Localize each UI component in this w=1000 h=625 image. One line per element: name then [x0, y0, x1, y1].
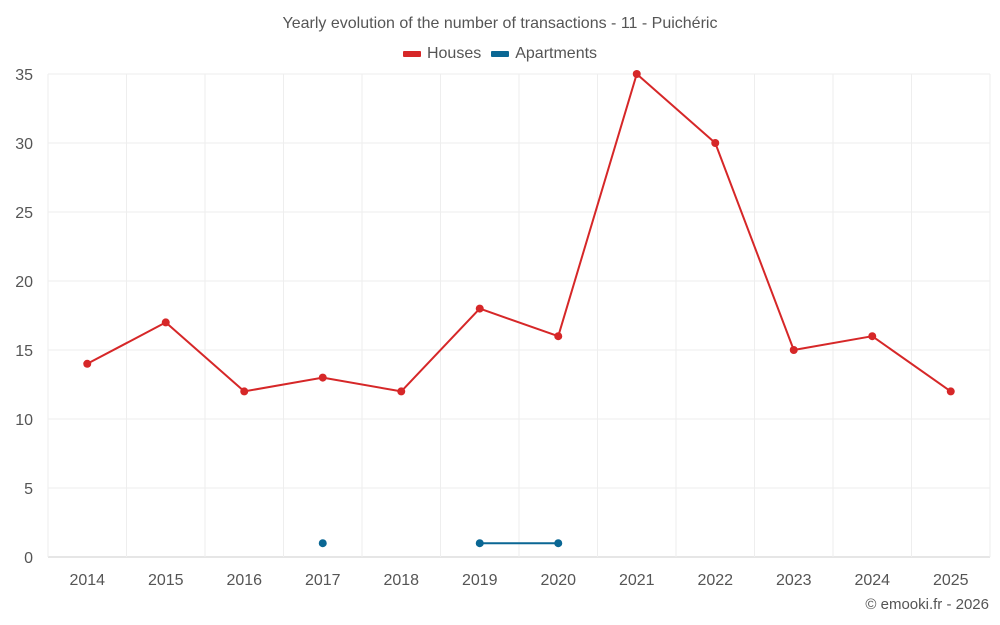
data-point-houses-2022 — [711, 139, 720, 147]
credit-text: © emooki.fr - 2026 — [865, 596, 989, 613]
y-tick-label-20: 20 — [15, 274, 33, 291]
series-line-houses — [86, 73, 952, 393]
x-tick-label-2021: 2021 — [619, 572, 655, 589]
data-point-houses-2015 — [161, 318, 170, 327]
y-tick-label-35: 35 — [15, 67, 33, 84]
x-tick-label-2025: 2025 — [933, 572, 969, 589]
x-tick-label-2014: 2014 — [69, 572, 105, 589]
y-tick-label-0: 0 — [24, 550, 33, 567]
data-point-houses-2017 — [318, 373, 327, 382]
legend: Houses Apartments — [0, 45, 1000, 63]
x-tick-label-2015: 2015 — [148, 572, 184, 589]
y-tick-label-5: 5 — [24, 481, 33, 498]
x-tick-label-2017: 2017 — [305, 572, 341, 589]
data-point-apartments-2017 — [318, 539, 327, 548]
y-tick-label-15: 15 — [15, 343, 33, 360]
x-tick-label-2018: 2018 — [383, 572, 419, 589]
x-tick-label-2024: 2024 — [854, 572, 890, 589]
legend-label-apartments: Apartments — [515, 45, 598, 62]
data-point-apartments-2020 — [554, 539, 563, 548]
legend-label-houses: Houses — [426, 45, 482, 62]
y-tick-label-10: 10 — [15, 412, 33, 429]
data-point-houses-2014 — [83, 359, 92, 368]
x-tick-label-2022: 2022 — [697, 572, 733, 589]
data-point-houses-2021 — [632, 70, 641, 78]
chart-title: Yearly evolution of the number of transa… — [282, 15, 718, 32]
legend-item-houses[interactable]: Houses — [402, 45, 482, 63]
legend-item-apartments[interactable]: Apartments — [491, 45, 597, 63]
data-point-houses-2019 — [475, 304, 484, 313]
x-tick-label-2019: 2019 — [462, 572, 498, 589]
data-point-houses-2016 — [240, 387, 249, 396]
legend-swatch-houses — [402, 51, 421, 57]
legend-swatch-apartments — [491, 51, 510, 57]
y-tick-label-30: 30 — [15, 136, 33, 153]
y-tick-label-25: 25 — [15, 205, 33, 222]
data-point-houses-2020 — [554, 332, 563, 341]
data-point-houses-2018 — [397, 387, 406, 396]
data-point-houses-2025 — [946, 387, 955, 396]
data-point-apartments-2019 — [475, 539, 484, 548]
x-tick-label-2016: 2016 — [226, 572, 262, 589]
x-tick-label-2020: 2020 — [540, 572, 576, 589]
x-tick-label-2023: 2023 — [776, 572, 812, 589]
data-point-houses-2023 — [789, 346, 798, 354]
data-point-houses-2024 — [868, 332, 877, 341]
